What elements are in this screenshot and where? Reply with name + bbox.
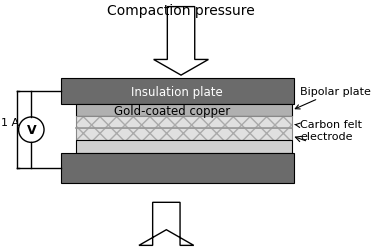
Bar xyxy=(76,117,291,140)
Bar xyxy=(61,154,294,183)
Bar xyxy=(61,79,294,105)
Text: V: V xyxy=(26,124,36,137)
Bar xyxy=(76,140,291,154)
Bar xyxy=(76,117,291,129)
Bar xyxy=(76,105,291,117)
Circle shape xyxy=(19,117,44,143)
Text: 1 A: 1 A xyxy=(1,117,19,127)
Text: Bipolar plate: Bipolar plate xyxy=(295,86,371,110)
Text: Insulation plate: Insulation plate xyxy=(131,85,223,98)
Text: Carbon felt
electrode: Carbon felt electrode xyxy=(295,120,362,141)
Bar xyxy=(76,129,291,140)
Polygon shape xyxy=(139,203,194,245)
Polygon shape xyxy=(154,8,209,76)
Text: Compaction pressure: Compaction pressure xyxy=(107,4,255,18)
Text: Gold-coated copper: Gold-coated copper xyxy=(114,104,230,117)
